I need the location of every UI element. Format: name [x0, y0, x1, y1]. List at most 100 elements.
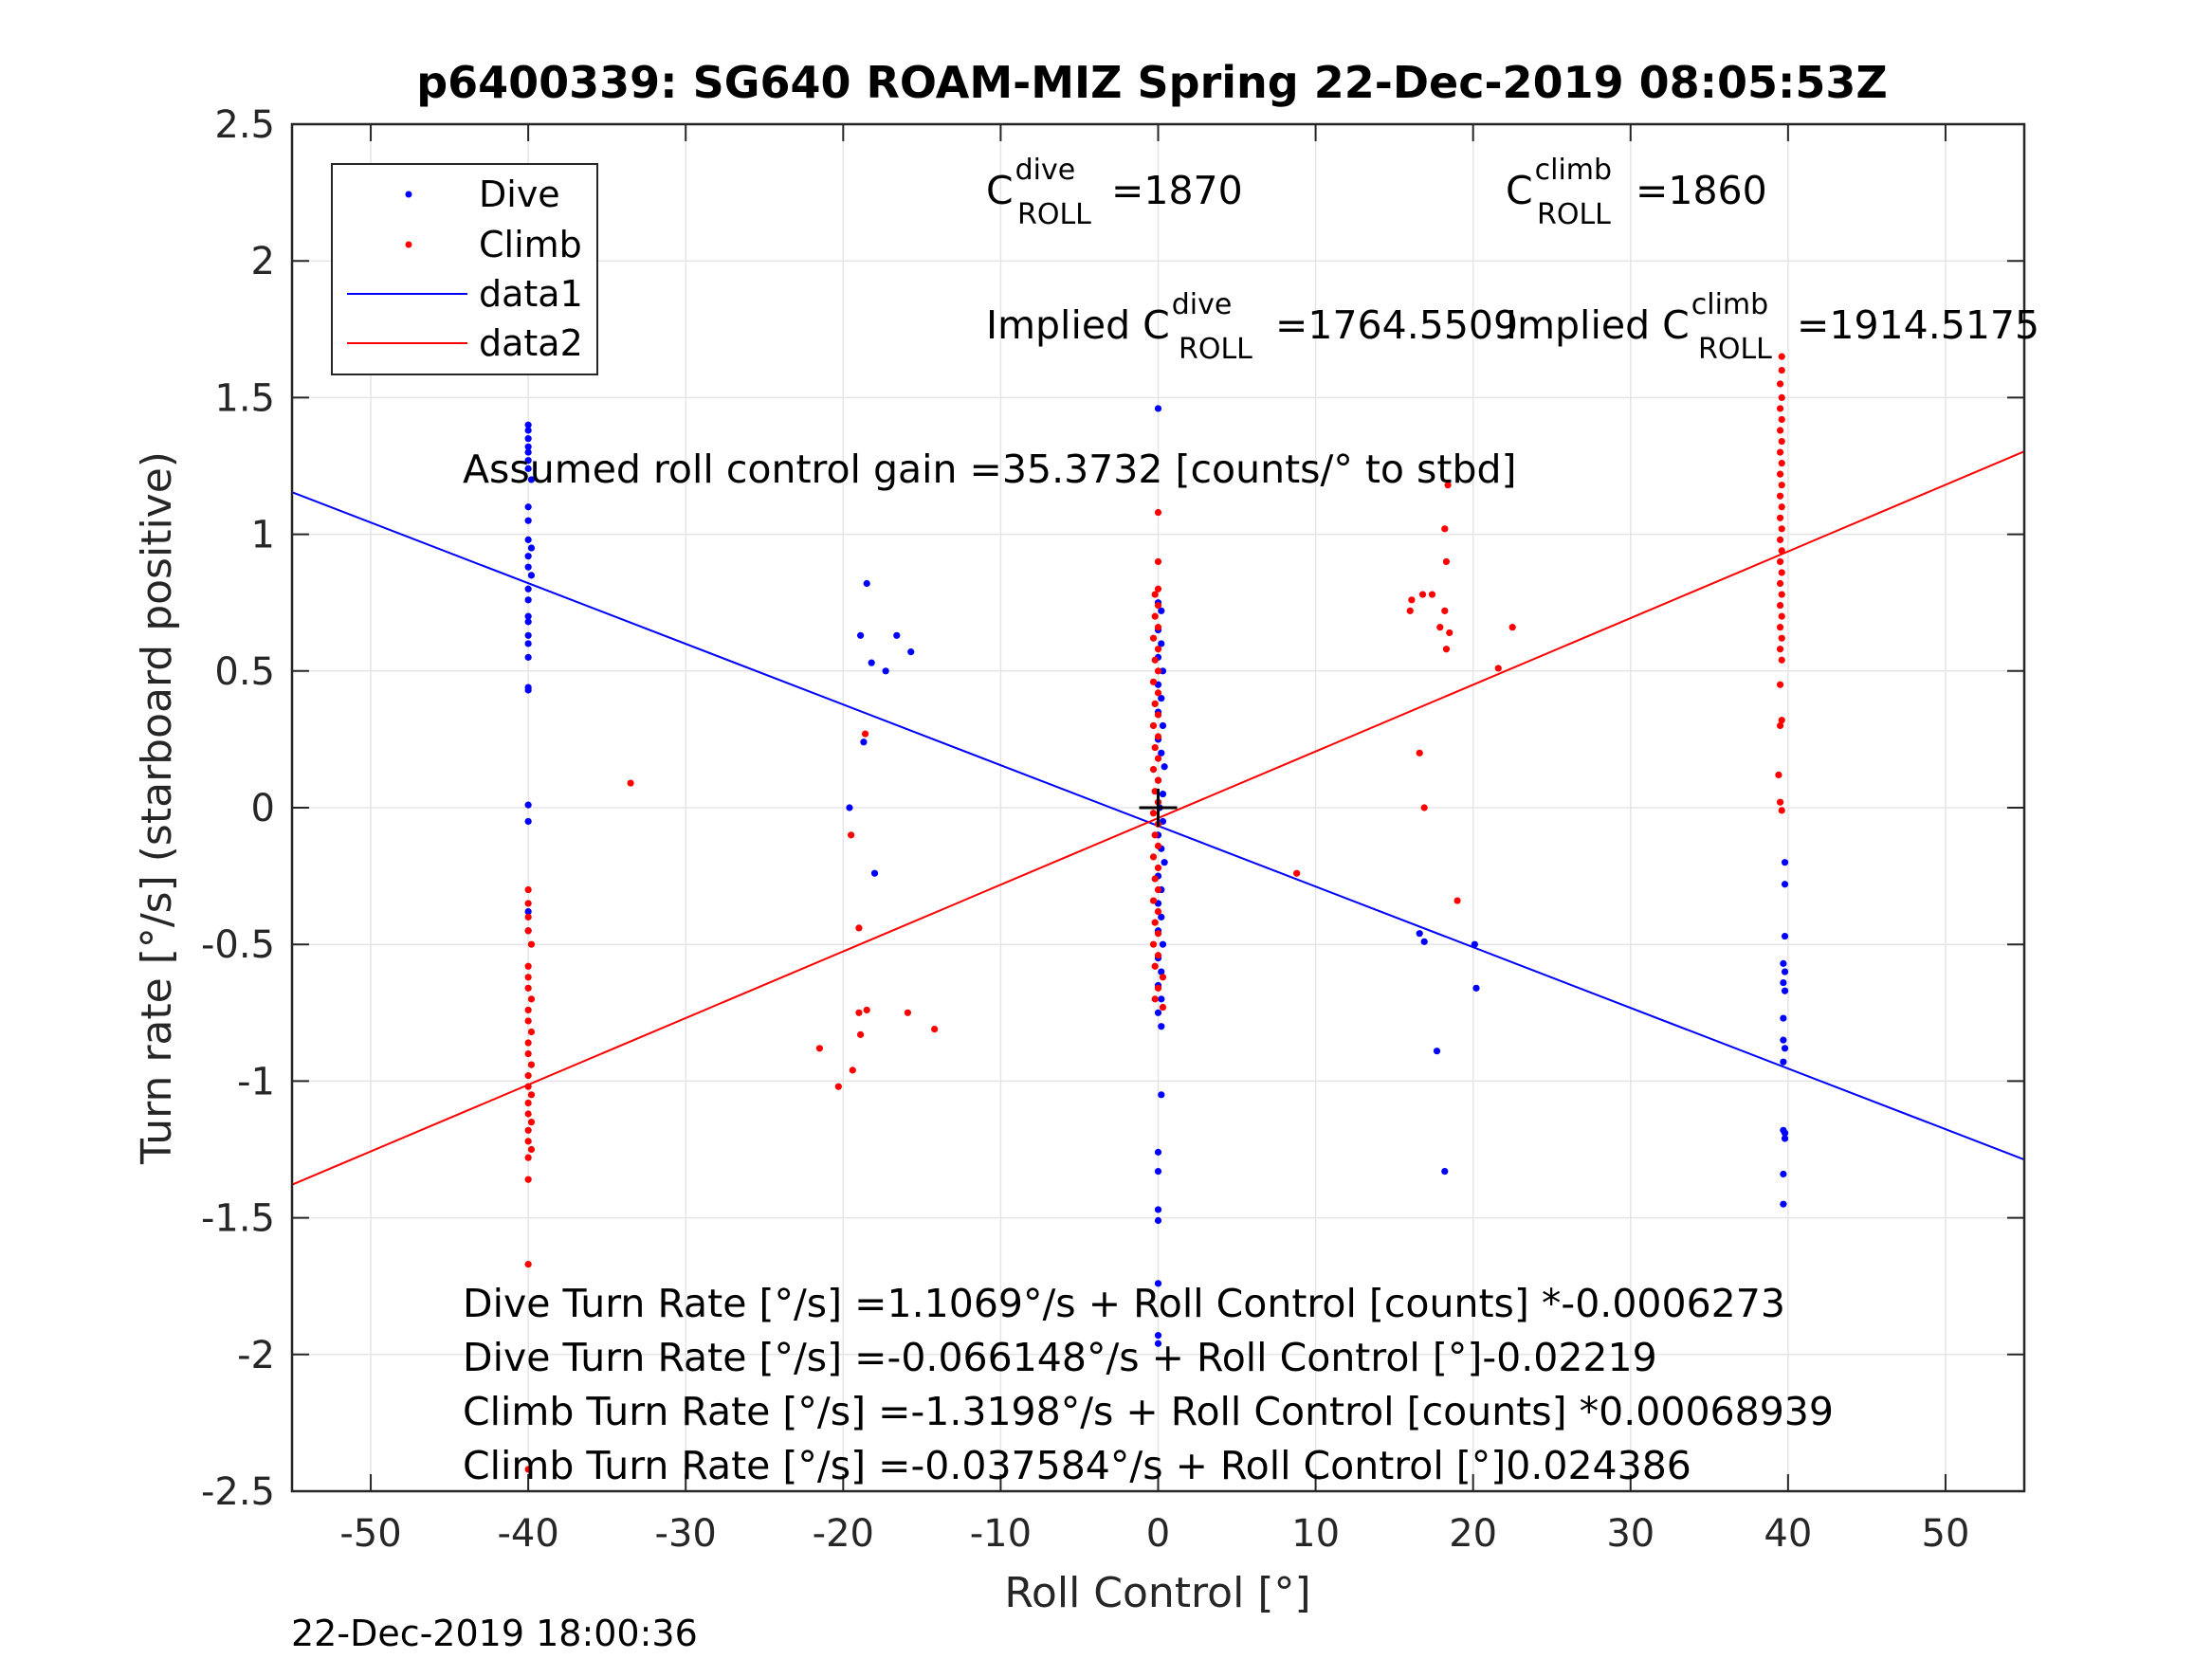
climb-point — [524, 974, 532, 981]
annotation-implied-dive-value: =1764.5509 — [1275, 302, 1518, 348]
climb-point — [1293, 869, 1301, 877]
climb-point — [1408, 596, 1416, 604]
climb-point — [1446, 629, 1453, 637]
climb-point — [1776, 536, 1784, 543]
y-tick-label: -2.5 — [201, 1470, 275, 1514]
y-tick-label: -1 — [237, 1060, 275, 1103]
climb-point — [849, 1066, 856, 1074]
dive-point — [1158, 1091, 1165, 1099]
dive-point — [1158, 749, 1165, 757]
x-tick-label: -30 — [655, 1512, 717, 1556]
dive-point — [1781, 987, 1789, 994]
annotation-implied-climb-value: =1914.5175 — [1797, 302, 2039, 348]
dive-point — [1154, 1216, 1162, 1225]
chart-title: p6400339: SG640 ROAM-MIZ Spring 22-Dec-2… — [416, 57, 1888, 108]
climb-point — [1776, 448, 1784, 456]
climb-point — [1154, 952, 1162, 959]
y-tick-label: 0 — [251, 787, 275, 830]
climb-point — [904, 1009, 912, 1016]
climb-point — [856, 1030, 865, 1038]
climb-point — [1453, 897, 1461, 904]
dive-point — [524, 503, 532, 511]
dive-point — [1781, 1135, 1789, 1142]
climb-point — [1778, 393, 1785, 401]
x-axis-label: Roll Control [°] — [1004, 1569, 1310, 1617]
climb-point — [524, 927, 532, 935]
climb-point — [524, 900, 532, 907]
climb-point — [527, 995, 536, 1003]
dive-point — [524, 421, 532, 428]
y-tick-label: 2 — [251, 240, 275, 283]
dive-point — [524, 640, 532, 647]
climb-point — [1154, 667, 1162, 675]
dive-point — [527, 544, 536, 552]
climb-point — [524, 962, 532, 970]
climb-point — [524, 1466, 532, 1473]
climb-point — [1428, 591, 1436, 598]
legend-climb-label: Climb — [479, 224, 582, 265]
dive-point — [870, 869, 879, 877]
dive-point — [1781, 1129, 1789, 1137]
climb-point — [1154, 842, 1162, 849]
y-tick-label: 1.5 — [214, 376, 275, 420]
climb-point — [1154, 508, 1162, 517]
dive-point — [524, 817, 532, 826]
dive-point — [868, 659, 875, 666]
climb-point — [861, 730, 869, 738]
dive-point — [1158, 640, 1165, 647]
climb-point — [527, 940, 536, 948]
climb-point — [524, 1072, 532, 1080]
climb-point — [1778, 591, 1785, 598]
dive-point — [524, 596, 532, 604]
annotation-implied-climb-prefix: Implied C — [1506, 302, 1690, 348]
x-tick-label: 30 — [1606, 1512, 1654, 1556]
dive-point — [524, 435, 532, 443]
annotation-c-dive: Cdive ROLL =1870 — [986, 154, 1243, 231]
annotation-implied-climb: Implied Cclimb ROLL =1914.5175 — [1506, 288, 2039, 366]
dive-point — [524, 553, 532, 560]
climb-point — [1154, 601, 1162, 610]
dive-point — [1161, 763, 1168, 771]
y-tick-label: -1.5 — [201, 1197, 275, 1241]
data-points — [524, 353, 1789, 1473]
dive-point — [524, 448, 532, 456]
dive-point — [1416, 930, 1423, 938]
climb-point — [1776, 405, 1784, 412]
dive-point — [1158, 995, 1165, 1003]
dive-point — [1420, 938, 1428, 945]
climb-point — [1442, 557, 1451, 566]
dive-point — [1159, 790, 1167, 798]
annotation-c-dive-base: C — [986, 168, 1014, 213]
annotation-c-dive-sup: dive — [1015, 154, 1076, 187]
climb-point — [527, 1119, 536, 1126]
climb-point — [1154, 711, 1162, 719]
dive-point — [524, 457, 532, 465]
climb-point — [931, 1026, 939, 1033]
annotation-c-dive-sub: ROLL — [1017, 198, 1091, 231]
dive-point — [524, 427, 532, 434]
dive-point — [1154, 1332, 1162, 1340]
dive-point — [524, 631, 532, 639]
dive-point — [1154, 1206, 1162, 1213]
climb-point — [1778, 656, 1785, 664]
climb-point — [1778, 634, 1785, 642]
climb-point — [1442, 646, 1451, 653]
dive-point — [1159, 667, 1167, 675]
climb-point — [1151, 656, 1159, 664]
legend-box — [331, 163, 598, 375]
dive-point — [1154, 1340, 1162, 1347]
climb-point — [1149, 897, 1158, 904]
climb-point — [1406, 607, 1414, 614]
climb-point — [1149, 940, 1158, 948]
climb-point — [1154, 689, 1162, 697]
climb-point — [1778, 717, 1785, 724]
dive-point — [1158, 1023, 1165, 1030]
dive-point — [524, 653, 532, 661]
dive-point — [856, 631, 865, 639]
dive-point — [1158, 968, 1165, 975]
climb-point — [1441, 525, 1449, 533]
y-tick-label: -2 — [237, 1334, 275, 1377]
climb-point — [524, 913, 532, 921]
dive-point — [524, 907, 532, 916]
climb-point — [524, 984, 532, 992]
